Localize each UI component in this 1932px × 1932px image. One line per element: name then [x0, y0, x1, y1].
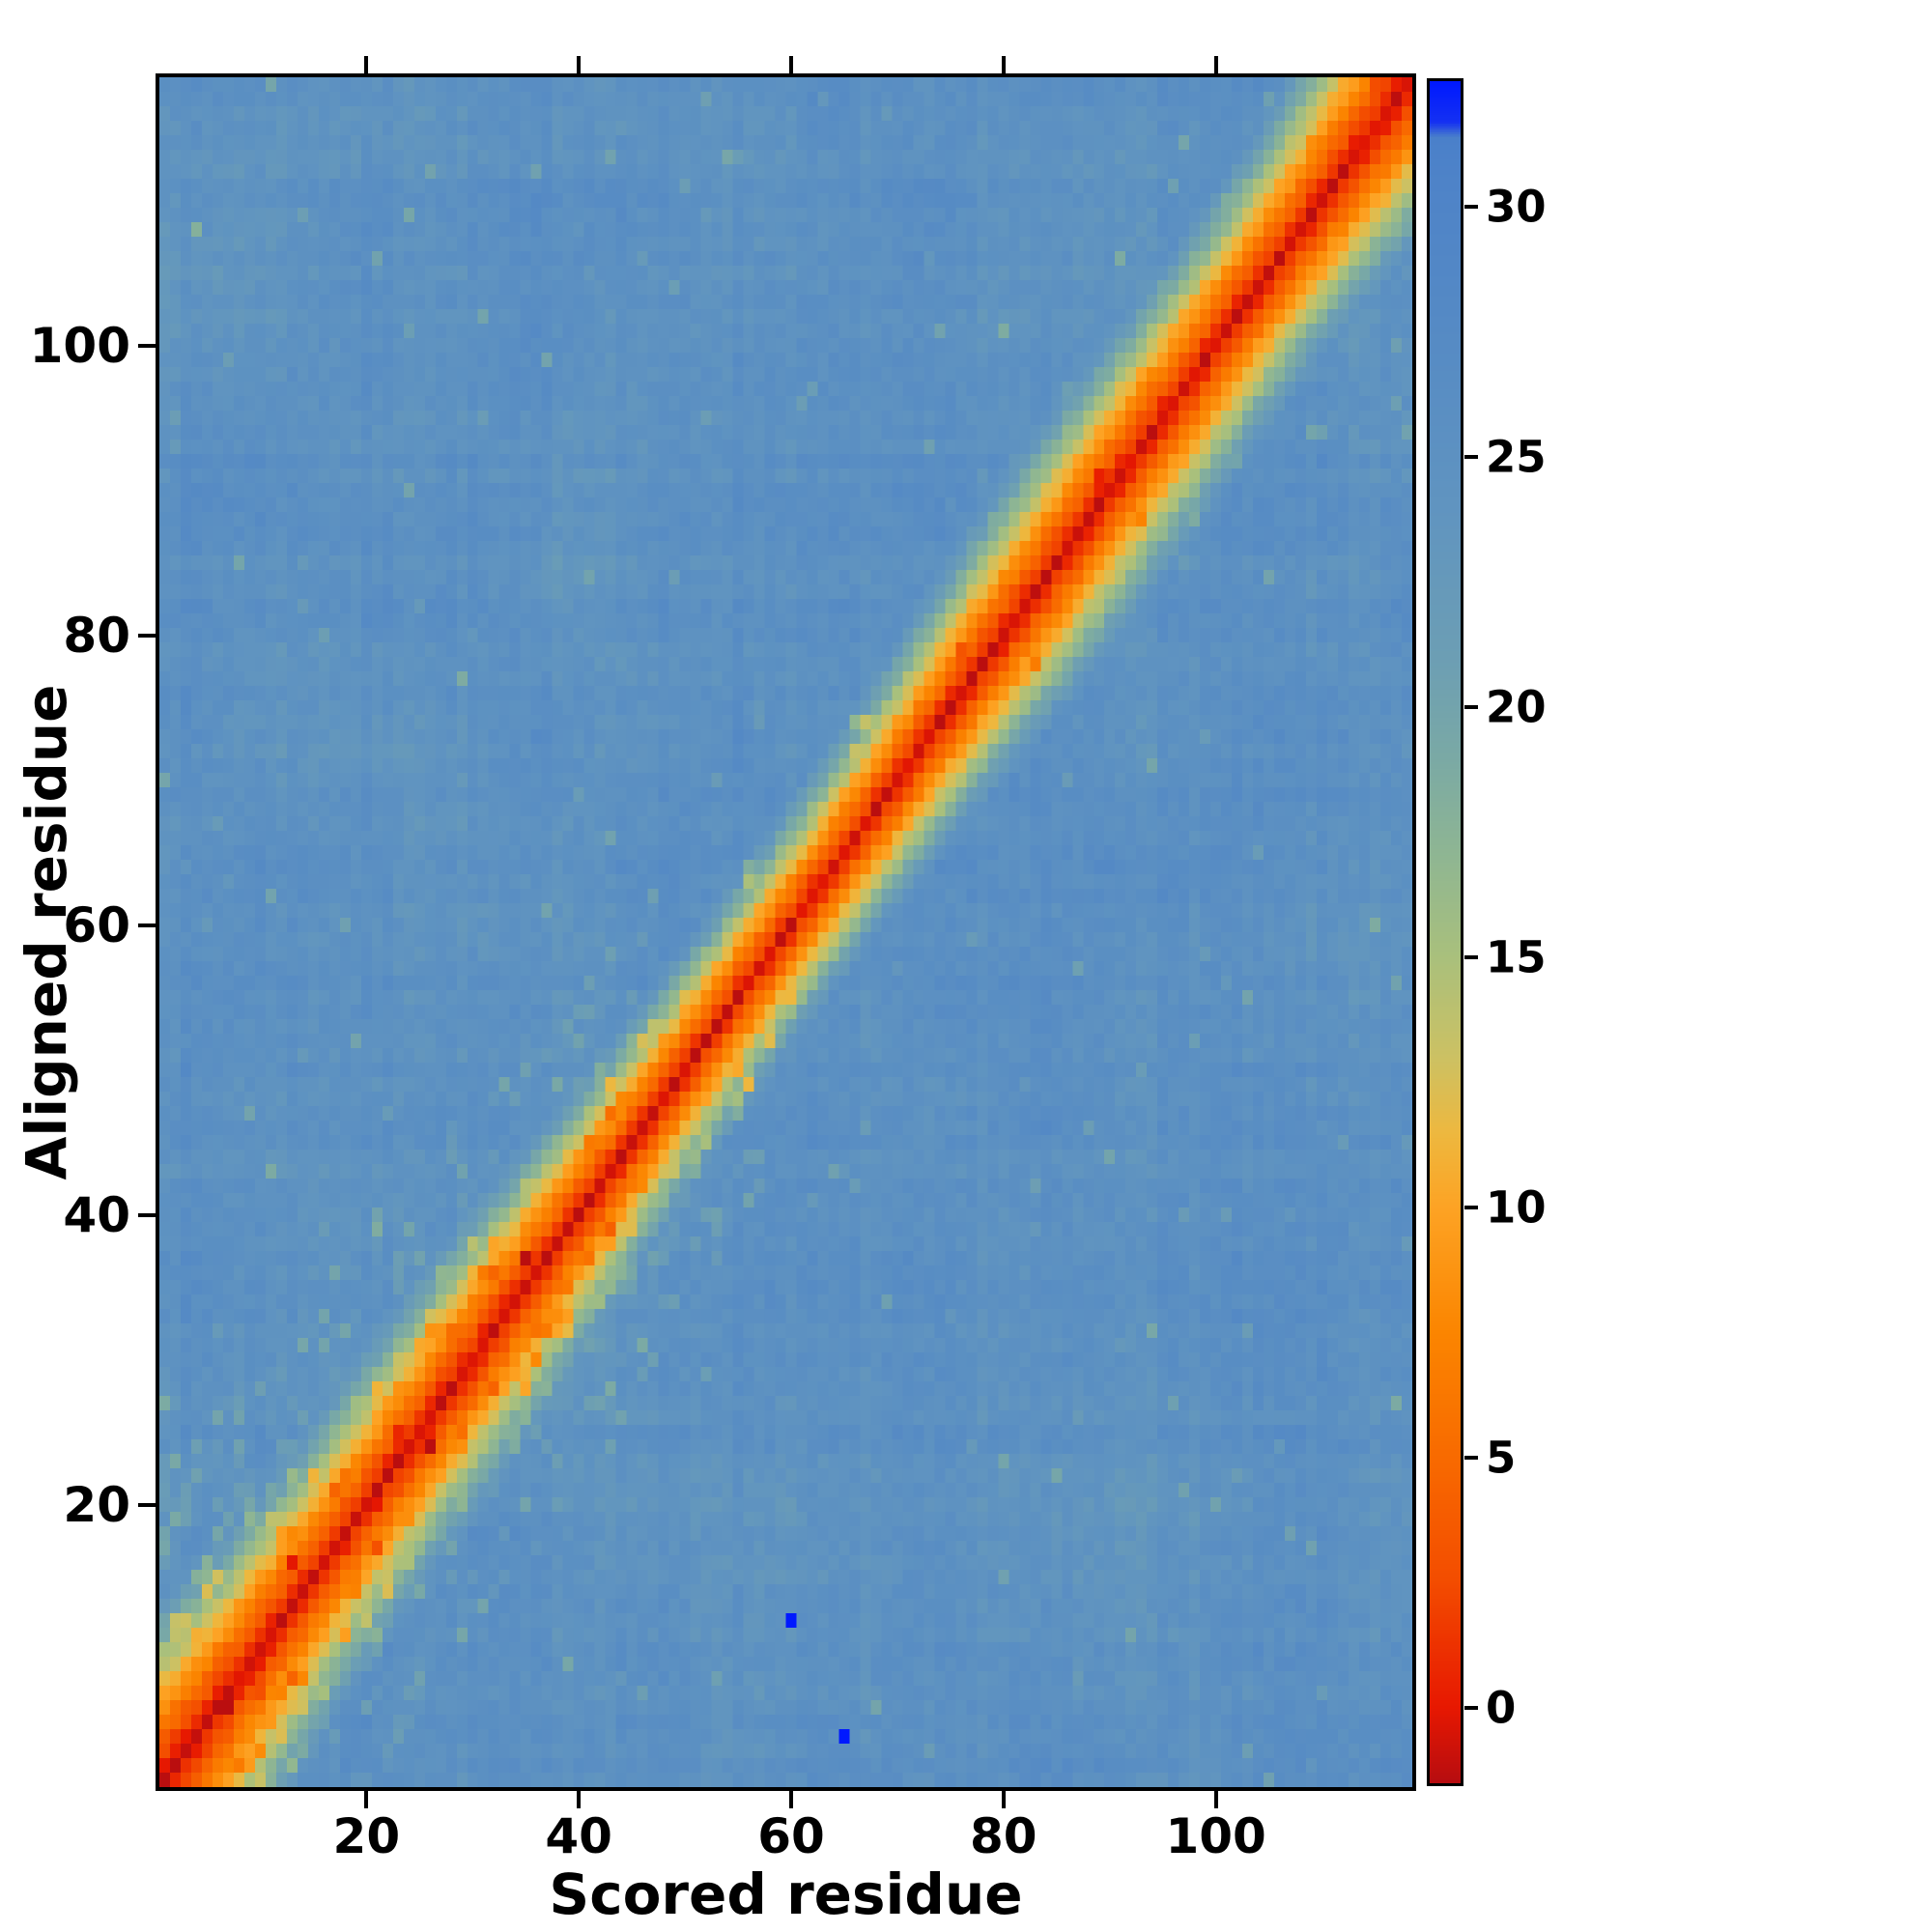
x-tick-mark-bottom: [788, 1791, 793, 1808]
y-tick-label: 40: [63, 1186, 130, 1243]
colorbar-tick-label: 10: [1486, 1181, 1547, 1234]
y-tick-mark: [138, 343, 156, 348]
plot-frame: [156, 73, 1416, 1791]
colorbar-tick-mark: [1464, 1206, 1478, 1210]
colorbar-canvas: [1430, 81, 1461, 1783]
x-tick-mark-top: [1213, 56, 1218, 73]
colorbar-tick-label: 25: [1486, 431, 1547, 483]
colorbar-tick-label: 15: [1486, 931, 1547, 983]
colorbar-tick-mark: [1464, 1456, 1478, 1461]
x-tick-label: 60: [757, 1808, 825, 1864]
colorbar-tick-mark: [1464, 954, 1478, 959]
colorbar-tick-label: 5: [1486, 1432, 1517, 1484]
y-tick-mark: [138, 923, 156, 927]
x-tick-mark-top: [1001, 56, 1006, 73]
colorbar-tick-label: 20: [1486, 681, 1547, 733]
x-tick-mark-bottom: [577, 1791, 582, 1808]
colorbar-tick-label: 0: [1486, 1682, 1517, 1734]
x-tick-mark-bottom: [1001, 1791, 1006, 1808]
x-tick-mark-top: [788, 56, 793, 73]
y-tick-mark: [138, 1502, 156, 1507]
y-tick-mark: [138, 633, 156, 638]
x-tick-mark-bottom: [364, 1791, 369, 1808]
colorbar-tick-mark: [1464, 204, 1478, 209]
x-tick-label: 40: [545, 1808, 612, 1864]
colorbar-frame: [1427, 78, 1463, 1786]
y-tick-label: 100: [29, 317, 130, 374]
x-tick-label: 80: [970, 1808, 1037, 1864]
y-tick-label: 60: [63, 896, 130, 953]
colorbar-tick-mark: [1464, 1706, 1478, 1711]
x-tick-label: 100: [1165, 1808, 1266, 1864]
colorbar-tick-mark: [1464, 704, 1478, 709]
y-axis-title: Aligned residue: [14, 684, 79, 1180]
heatmap-canvas: [159, 77, 1412, 1787]
y-tick-label: 80: [63, 607, 130, 664]
x-tick-label: 20: [332, 1808, 401, 1864]
x-axis-title: Scored residue: [549, 1861, 1023, 1927]
y-tick-label: 20: [63, 1476, 130, 1533]
y-tick-mark: [138, 1212, 156, 1217]
x-tick-mark-top: [364, 56, 369, 73]
x-tick-mark-bottom: [1213, 1791, 1218, 1808]
colorbar-tick-mark: [1464, 454, 1478, 459]
colorbar-tick-label: 30: [1486, 181, 1547, 233]
x-tick-mark-top: [577, 56, 582, 73]
